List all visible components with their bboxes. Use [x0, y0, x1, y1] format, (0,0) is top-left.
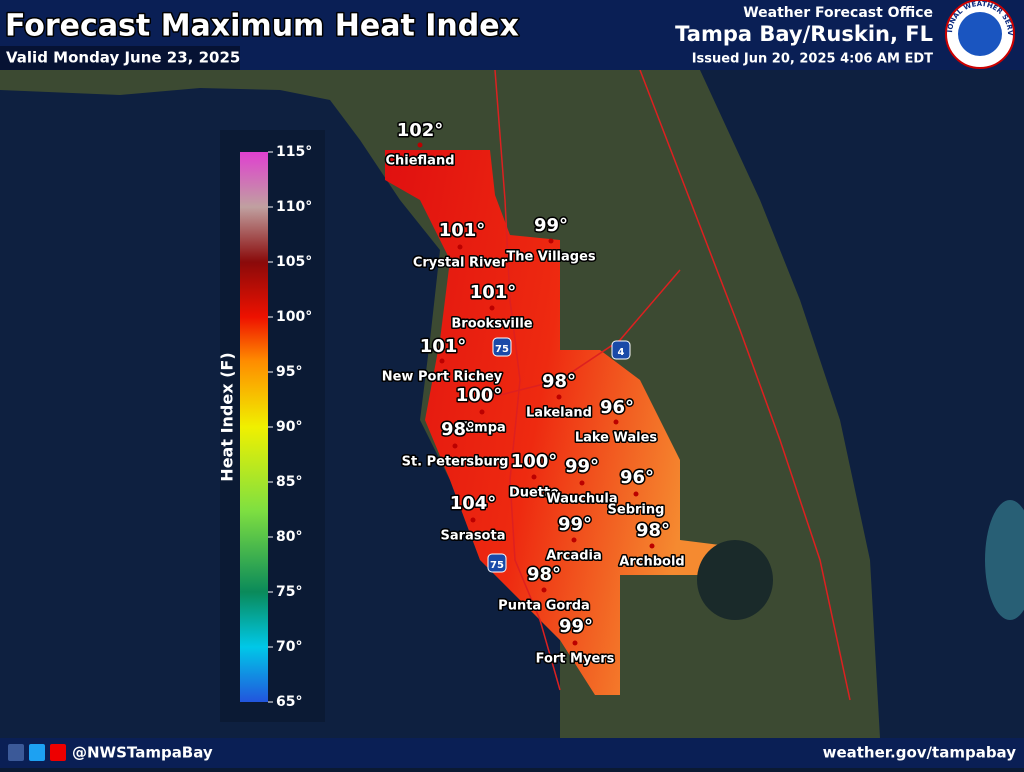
legend-box: [220, 130, 325, 722]
city-value: 98°: [636, 520, 670, 541]
youtube-icon[interactable]: [50, 744, 66, 761]
office-name: Tampa Bay/Ruskin, FL: [675, 22, 933, 46]
cities: 102° Chiefland 101° Crystal River 99° The Vil…: [380, 119, 686, 669]
city-dot: [479, 409, 485, 415]
city-name: Brooksville: [451, 317, 532, 332]
bahamas-shoal: [985, 500, 1024, 620]
logo-center: [958, 12, 1002, 56]
legend-ticks: 115° 110° 105° 100° 95° 90° 85° 80° 75° 70° 65°: [268, 144, 312, 710]
city-value: 101°: [439, 220, 486, 241]
header-band: [0, 0, 1024, 70]
city-dot: [572, 640, 578, 646]
city-name: New Port Richey: [382, 370, 503, 385]
city-name: Punta Gorda: [498, 599, 590, 614]
shield-label: 4: [618, 347, 625, 358]
city-value: 96°: [620, 467, 654, 488]
subtitle: Valid Monday June 23, 2025: [6, 49, 240, 67]
footer-band: [0, 738, 1024, 768]
legend-tick-label: 65°: [276, 694, 302, 710]
city-dot: [457, 244, 463, 250]
city-value: 99°: [559, 616, 593, 637]
shield-label: 75: [495, 344, 509, 355]
city-name: Tampa: [458, 421, 506, 436]
city-value: 104°: [450, 493, 497, 514]
city-dot: [633, 491, 639, 497]
city-value: 98°: [441, 419, 475, 440]
legend-tick-label: 100°: [276, 309, 312, 325]
city-dot: [531, 474, 537, 480]
highways: [479, 69, 851, 701]
city-name: Lakeland: [526, 406, 592, 421]
city-dot: [579, 480, 585, 486]
social-handle[interactable]: @NWSTampaBay: [72, 744, 213, 762]
legend-tick-label: 80°: [276, 529, 302, 545]
legend-tick-label: 95°: [276, 364, 302, 380]
subtitle-band: [0, 46, 240, 70]
city-value: 100°: [456, 385, 503, 406]
city-value: 100°: [511, 451, 558, 472]
city-value: 101°: [420, 336, 467, 357]
office-label: Weather Forecast Office: [743, 5, 933, 21]
legend-tick-label: 90°: [276, 419, 302, 435]
shield: [487, 553, 507, 573]
city-dot: [571, 537, 577, 543]
legend-tick-label: 115°: [276, 144, 312, 160]
legend-tick-label: 105°: [276, 254, 312, 270]
legend-tick-label: 110°: [276, 199, 312, 215]
city-value: 101°: [470, 282, 517, 303]
city-dot: [649, 543, 655, 549]
city-value: 102°: [397, 120, 444, 141]
i75: [494, 69, 561, 691]
title: Forecast Maximum Heat Index: [5, 9, 519, 44]
city-name: Sarasota: [441, 529, 506, 544]
website-url[interactable]: weather.gov/tampabay: [823, 744, 1017, 762]
city-name: Wauchula: [546, 492, 617, 507]
shield: [492, 337, 512, 357]
legend-tick-label: 70°: [276, 639, 302, 655]
shield: [611, 340, 631, 360]
city-name: Lake Wales: [575, 431, 658, 446]
city-value: 96°: [600, 397, 634, 418]
city-name: Archbold: [619, 555, 684, 570]
shields: 75 4 75: [487, 337, 631, 573]
city-name: Crystal River: [413, 256, 508, 271]
city-dot: [541, 587, 547, 593]
heat-index-area: [385, 150, 720, 695]
city-value: 99°: [565, 456, 599, 477]
city-dot: [452, 443, 458, 449]
i4: [479, 269, 681, 401]
city-dot: [613, 419, 619, 425]
city-name: Duette: [509, 486, 559, 501]
city-name: Chiefland: [385, 154, 454, 169]
lake-okeechobee: [697, 540, 773, 620]
issued-time: Issued Jun 20, 2025 4:06 AM EDT: [692, 52, 933, 67]
i95: [639, 69, 851, 701]
city-name: Arcadia: [546, 549, 602, 564]
city-dot: [548, 238, 554, 244]
legend-title: Heat Index (F): [218, 352, 237, 481]
shield-label: 75: [490, 560, 504, 571]
city-dot: [489, 305, 495, 311]
city-name: The Villages: [506, 250, 596, 265]
city-name: St. Petersburg: [402, 455, 509, 470]
city-value: 99°: [558, 514, 592, 535]
city-dot: [417, 142, 423, 148]
city-value: 98°: [527, 564, 561, 585]
city-name: Sebring: [608, 503, 665, 518]
city-dot: [439, 358, 445, 364]
city-value: 98°: [542, 371, 576, 392]
legend-tick-label: 75°: [276, 584, 302, 600]
facebook-icon[interactable]: [8, 744, 24, 761]
legend-tick-label: 85°: [276, 474, 302, 490]
city-dot: [470, 517, 476, 523]
legend-color-bar: [240, 152, 268, 702]
twitter-icon[interactable]: [29, 744, 45, 761]
city-value: 99°: [534, 215, 568, 236]
city-name: Fort Myers: [536, 652, 615, 667]
city-dot: [556, 394, 562, 400]
